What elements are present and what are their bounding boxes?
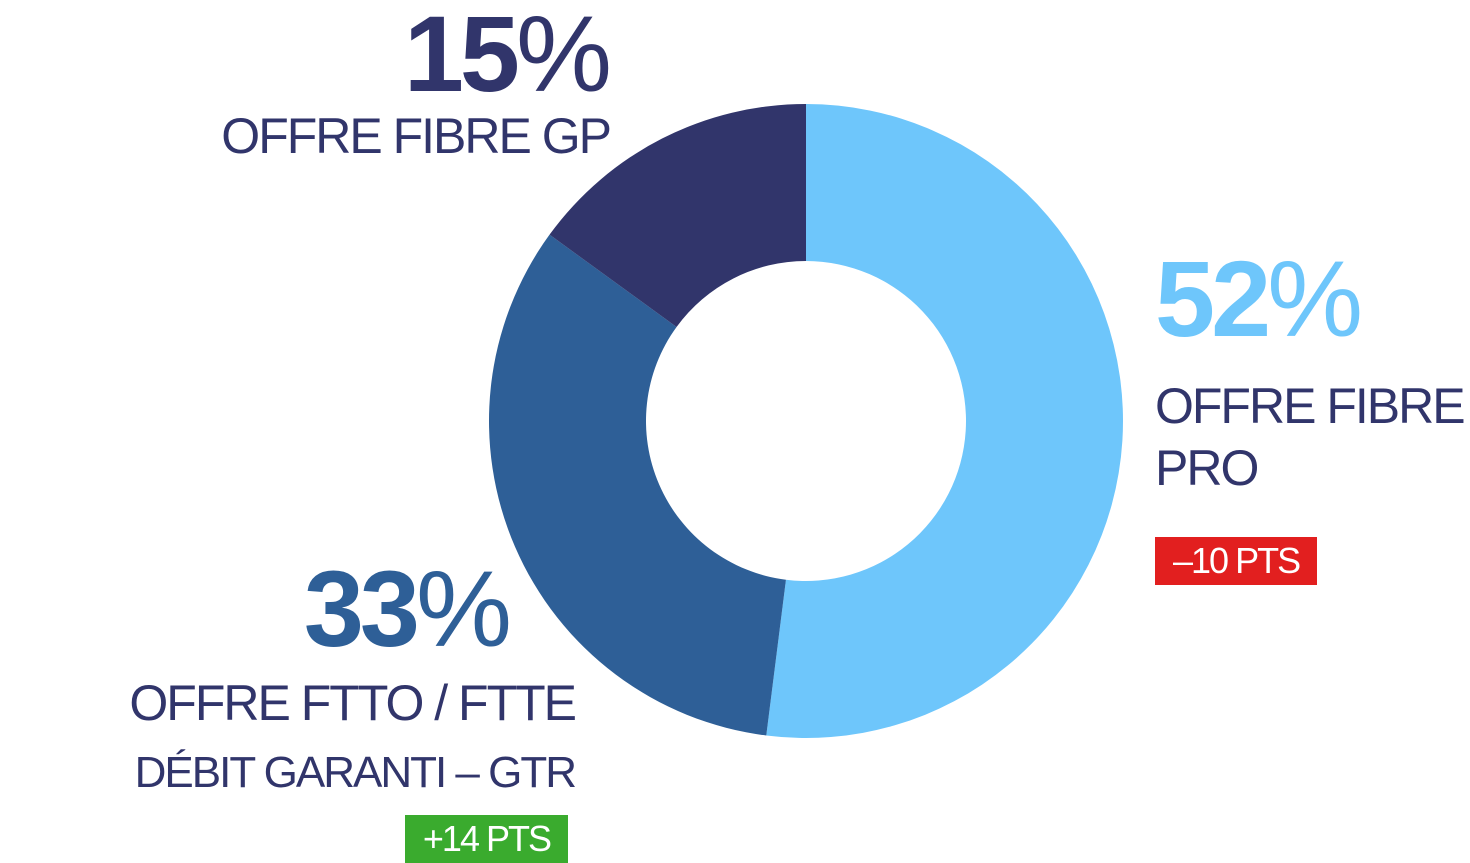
value-label: 33% — [303, 548, 512, 669]
change-badge: –10 PTS — [1155, 537, 1318, 585]
value-label: 52% — [1155, 238, 1363, 359]
slice — [766, 104, 1123, 738]
value-label: 15% — [403, 0, 612, 114]
category-label: OFFRE FIBRE GP — [221, 108, 612, 164]
detail-label: DÉBIT GARANTI – GTR — [134, 748, 577, 797]
slice — [549, 104, 806, 327]
category-label: OFFRE FTTO / FTTE — [129, 675, 577, 731]
slice — [488, 234, 786, 736]
change-badge: +14 PTS — [404, 815, 568, 863]
category-label: OFFRE FIBRE PRO — [1155, 378, 1466, 496]
